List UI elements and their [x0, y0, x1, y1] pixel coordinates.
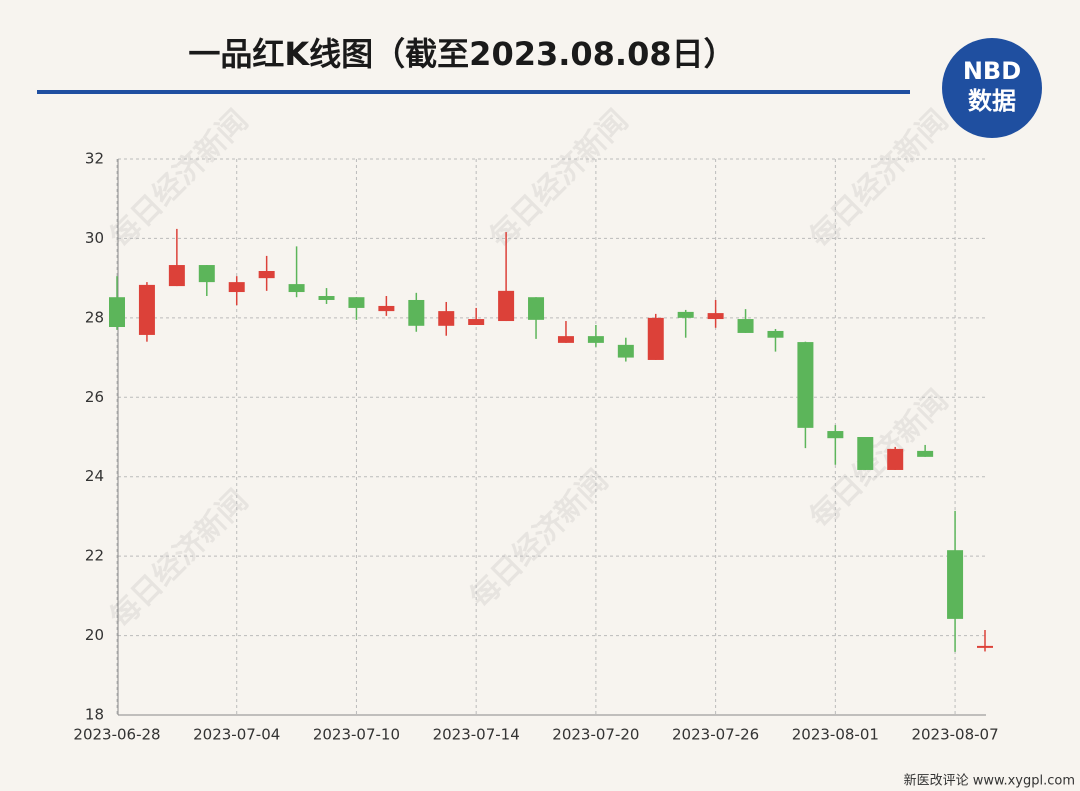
candle-body — [258, 270, 275, 279]
candle-body — [408, 299, 425, 326]
candle-body — [827, 431, 844, 439]
title-underline — [37, 90, 910, 94]
candle-body — [647, 317, 664, 360]
x-tick-label: 2023-07-26 — [672, 726, 759, 744]
candle-body — [468, 319, 485, 326]
candle-body — [288, 284, 305, 293]
candle-body — [198, 265, 215, 283]
candle-body — [557, 336, 574, 343]
candle-body — [677, 311, 694, 318]
y-tick-label: 30 — [85, 229, 104, 247]
x-tick-label: 2023-07-04 — [193, 726, 280, 744]
x-tick-label: 2023-07-10 — [313, 726, 400, 744]
logo-circle — [942, 38, 1042, 138]
candle-body — [498, 290, 515, 322]
x-tick-label: 2023-08-07 — [911, 726, 998, 744]
candle-body — [348, 297, 365, 308]
candle-body — [977, 645, 993, 648]
candle-body — [737, 319, 754, 333]
candle-body — [318, 296, 335, 300]
footer: 新医改评论 www.xygpl.com — [904, 773, 1075, 789]
candle-body — [947, 550, 964, 619]
candle-body — [917, 450, 934, 457]
y-tick-label: 18 — [85, 706, 104, 724]
candle-body — [707, 313, 724, 320]
y-tick-label: 28 — [85, 308, 104, 326]
plot: 18 20 22 24 26 28 30 32 2023-06-28 2023-07-04 2023… — [73, 150, 998, 744]
x-tick-label: 2023-06-28 — [73, 726, 160, 744]
candle-body — [887, 448, 904, 470]
candle-body — [587, 336, 604, 343]
y-tick-label: 22 — [85, 547, 104, 565]
candle-body — [438, 311, 455, 326]
y-tick-label: 26 — [85, 388, 104, 406]
candle-body — [528, 297, 545, 320]
x-tick-label: 2023-07-20 — [552, 726, 639, 744]
candle-body — [228, 282, 245, 293]
candle-body — [797, 342, 814, 428]
candle-body — [617, 344, 634, 358]
candle-body — [767, 330, 784, 338]
y-tick-label: 20 — [85, 626, 104, 644]
x-tick-label: 2023-07-14 — [433, 726, 520, 744]
x-tick-label: 2023-08-01 — [792, 726, 879, 744]
candle-body — [168, 265, 185, 287]
candle-body — [138, 284, 155, 335]
logo-top: NBD — [963, 57, 1021, 85]
candle-body — [109, 297, 125, 327]
y-tick-label: 24 — [85, 467, 104, 485]
logo-bottom: 数据 — [968, 87, 1016, 115]
chart-title: 一品红K线图（截至2023.08.08日） — [188, 35, 735, 73]
candle-body — [378, 305, 395, 312]
y-tick-label: 32 — [85, 150, 104, 168]
candle-body — [857, 437, 874, 470]
